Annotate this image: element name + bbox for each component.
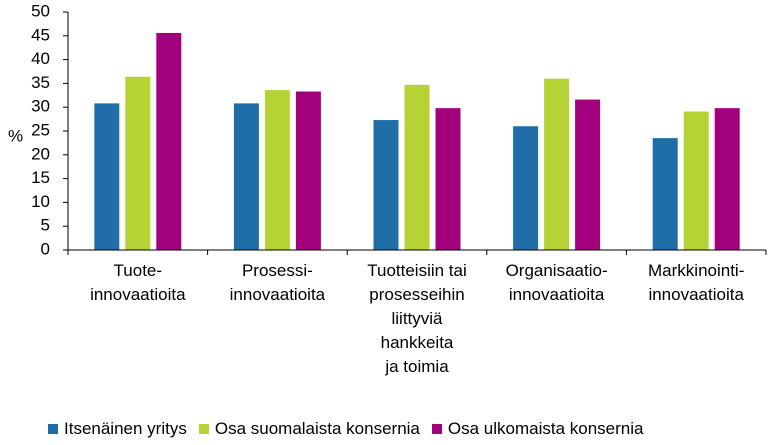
bar-1-1 [264,90,290,251]
category-label-line: liittyviä [391,309,443,328]
y-tick-label: 25 [31,120,50,139]
bar-4-0 [652,138,678,250]
bar-0-2 [156,32,182,250]
y-tick-label: 45 [31,25,50,44]
category-label-line: Tuotteisiin tai [367,261,467,280]
category-label-line: innovaatioita [230,285,326,304]
legend-label-2: Osa ulkomaista konsernia [447,419,644,438]
category-label-line: prosesseihin [369,285,464,304]
category-label-1: Prosessi-innovaatioita [230,261,326,304]
category-label-line: Tuote- [114,261,163,280]
category-label-line: Markkinointi- [648,261,744,280]
bar-3-0 [513,126,539,250]
category-label-3: Organisaatio-innovaatioita [506,261,608,304]
legend-item-2: Osa ulkomaista konsernia [431,419,644,439]
bar-1-2 [295,91,321,250]
y-tick-label: 0 [41,239,50,258]
bar-1-0 [233,103,259,250]
category-label-0: Tuote-innovaatioita [90,261,186,304]
category-label-line: innovaatioita [509,285,605,304]
y-axis: 0 5 10 15 20 25 30 35 40 45 50 [31,1,69,258]
legend-swatch-1 [198,424,209,434]
category-label-2: Tuotteisiin tai prosesseihin liittyviä hank… [367,261,467,376]
category-label-4: Markkinointi-innovaatioita [648,261,744,304]
legend-item-0: Itsenäinen yritys [48,419,187,439]
bar-0-1 [125,76,151,251]
y-tick-label: 10 [31,192,50,211]
bar-2-2 [435,108,461,250]
y-tick-label: 50 [31,1,50,20]
legend-swatch-2 [431,424,442,434]
y-tick-label: 15 [31,168,50,187]
bar-2-0 [373,120,399,250]
y-tick-label: 20 [31,144,50,163]
category-label-line: ja toimia [384,357,449,376]
legend-item-1: Osa suomalaista konsernia [198,419,420,439]
legend: Itsenäinen yritys Osa suomalaista konser… [48,419,655,439]
legend-swatch-0 [48,424,58,434]
bar-3-1 [544,78,570,250]
y-tick-label: 35 [31,73,50,92]
bars [94,32,740,251]
bar-2-1 [404,84,430,250]
y-tick-label: 30 [31,97,50,116]
legend-label-1: Osa suomalaista konsernia [214,419,420,438]
bar-4-1 [683,111,709,250]
y-tick-label: 5 [41,216,50,235]
category-label-line: Organisaatio- [506,261,608,280]
y-tick-label: 40 [31,49,50,68]
bar-3-2 [575,99,601,250]
bar-0-0 [94,103,120,250]
legend-label-0: Itsenäinen yritys [64,419,187,438]
category-label-line: innovaatioita [648,285,744,304]
x-axis [67,249,767,255]
category-label-line: Prosessi- [242,261,313,280]
category-labels: Tuote-innovaatioitaProsessi-innovaatioit… [90,261,744,376]
bar-4-2 [714,108,740,250]
category-label-line: hankkeita [381,333,454,352]
bar-chart: 0 5 10 15 20 25 30 35 40 45 50 % Tuote-innovaatioi… [8,1,767,376]
y-axis-label: % [8,126,23,145]
category-label-line: innovaatioita [90,285,186,304]
